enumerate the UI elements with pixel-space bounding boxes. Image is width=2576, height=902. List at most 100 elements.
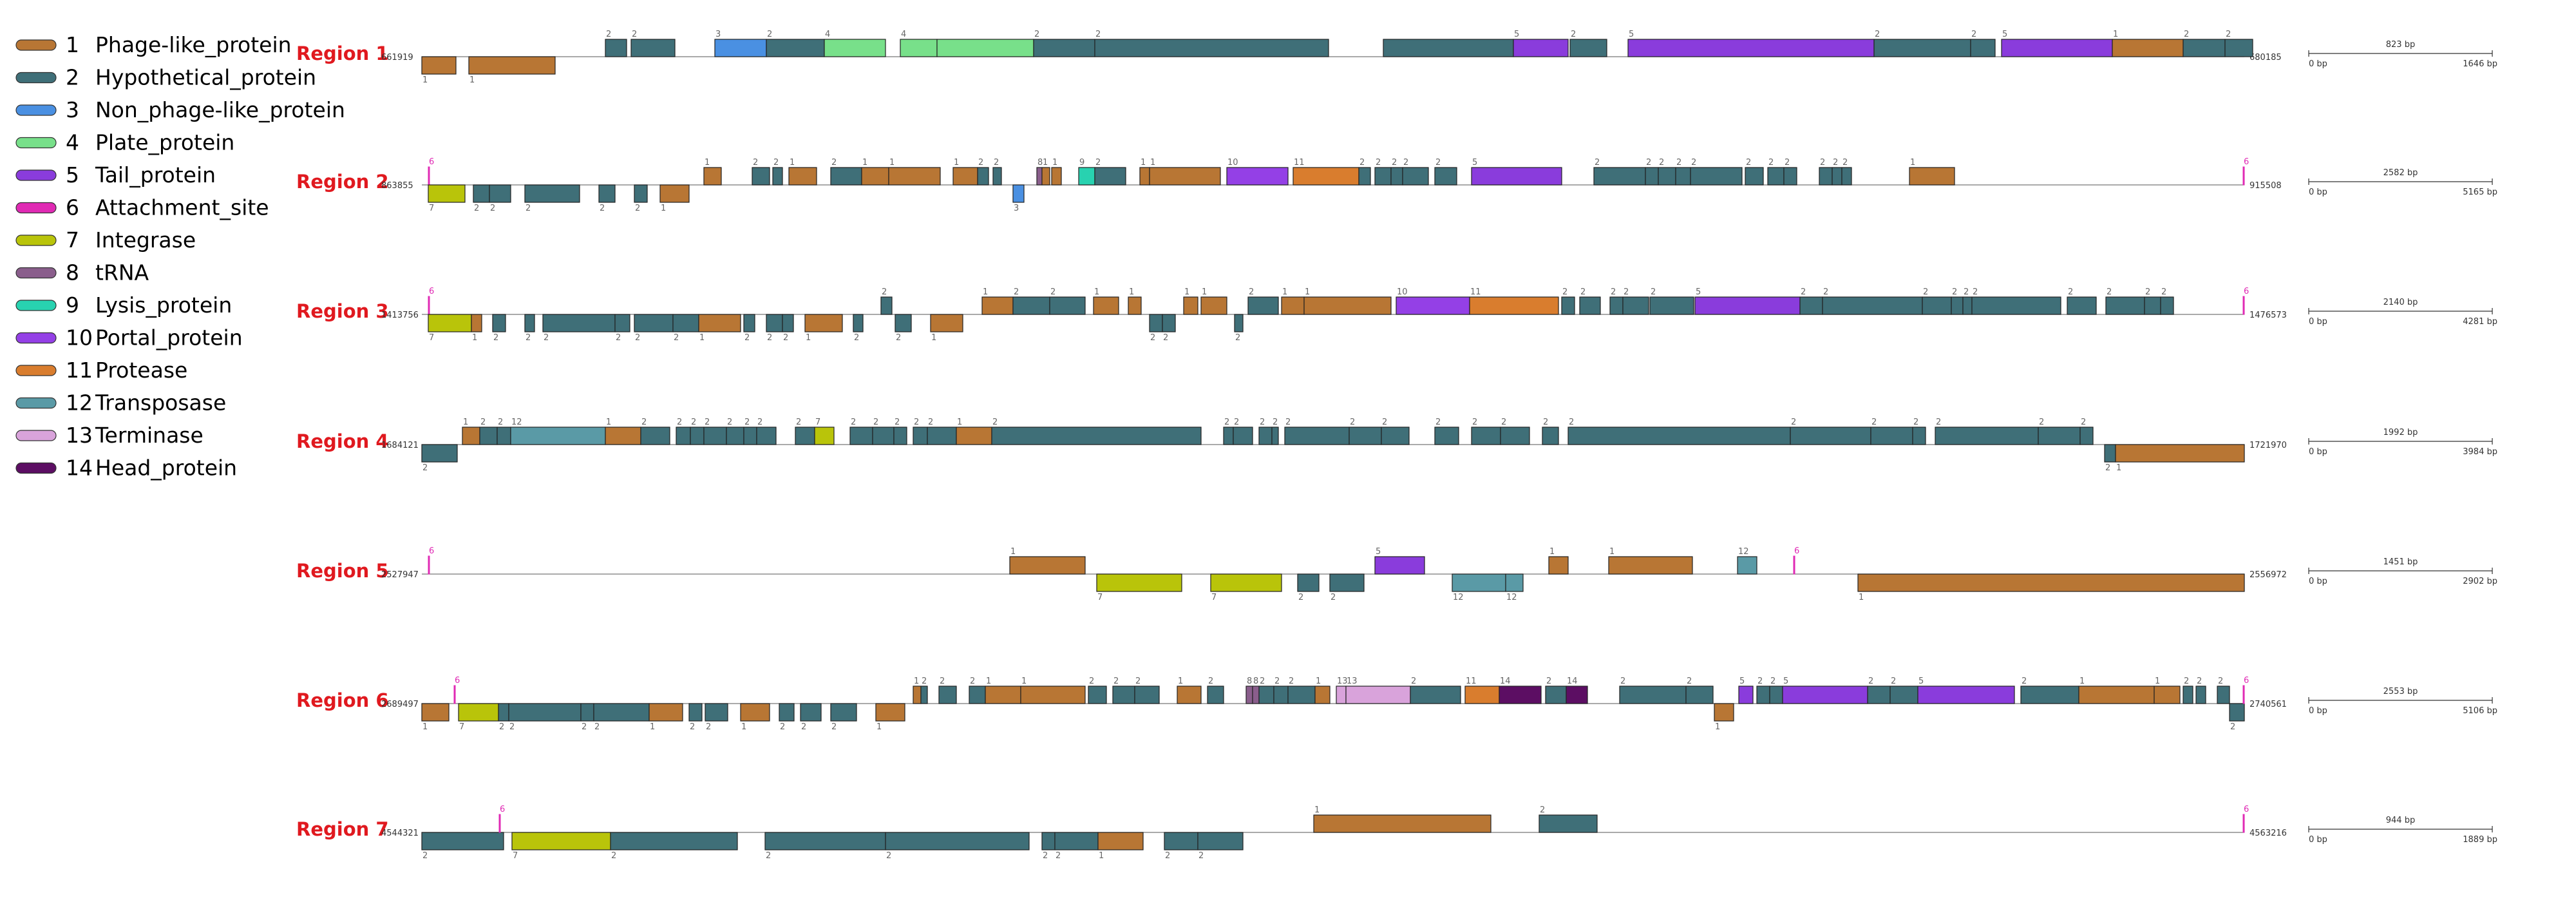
gene-block — [1767, 167, 1785, 186]
gene-block — [1374, 556, 1425, 575]
gene-category-label: 2 — [1571, 30, 1576, 39]
gene-category-label: 2 — [796, 417, 801, 427]
gene-block — [1539, 814, 1598, 833]
gene-block — [1041, 832, 1056, 850]
gene-category-label: 1 — [889, 158, 895, 168]
gene-category-label: 1 — [1202, 287, 1207, 297]
legend-number: 11 — [66, 358, 93, 383]
gene-block — [1336, 686, 1347, 704]
gene-block — [421, 56, 457, 75]
gene-category-label: 2 — [1936, 417, 1941, 427]
gene-block — [1284, 427, 1350, 445]
gene-block — [895, 314, 912, 332]
scale-left-label: 0 bp — [2309, 447, 2327, 457]
gene-category-label: 2 — [2022, 676, 2027, 686]
gene-block — [1464, 686, 1500, 704]
gene-block — [1922, 296, 1952, 315]
gene-category-label: 2 — [480, 417, 486, 427]
gene-block — [764, 832, 886, 850]
gene-block — [1271, 427, 1279, 445]
legend-number: 9 — [66, 293, 79, 318]
gene-category-label: 2 — [831, 722, 837, 732]
gene-category-label: 2 — [1580, 287, 1586, 297]
gene-block — [849, 427, 873, 445]
legend-swatch — [15, 300, 57, 311]
gene-category-label: 1 — [862, 158, 867, 168]
scale-length-label: 823 bp — [2386, 40, 2415, 50]
gene-block — [1962, 296, 1973, 315]
gene-block — [1658, 167, 1676, 186]
attachment-site-mark — [1793, 555, 1795, 575]
gene-category-label: 2 — [851, 417, 856, 427]
gene-block — [1569, 39, 1607, 57]
gene-block — [1790, 427, 1871, 445]
region-start-coord: 2527947 — [381, 570, 419, 580]
legend-item: 11 Protease — [15, 358, 187, 383]
gene-category-label: 1 — [741, 722, 746, 732]
gene-block — [1499, 686, 1542, 704]
gene-category-label: 1 — [699, 333, 705, 343]
gene-category-label: 8 — [1253, 676, 1258, 686]
scale-right-label: 5165 bp — [2463, 187, 2497, 197]
gene-block — [524, 184, 580, 203]
gene-block — [1177, 686, 1202, 704]
gene-block — [1036, 167, 1043, 186]
gene-block — [468, 56, 556, 75]
gene-block — [580, 703, 594, 722]
legend-item: 6 Attachment_site — [15, 195, 269, 220]
legend-number: 7 — [66, 227, 79, 253]
gene-block — [1245, 686, 1253, 704]
gene-category-label: 2 — [641, 417, 647, 427]
gene-block — [772, 167, 783, 186]
gene-category-label: 1 — [1099, 851, 1104, 861]
legend-item: 4 Plate_protein — [15, 130, 234, 155]
gene-category-label: 2 — [1562, 287, 1567, 297]
gene-block — [1258, 686, 1274, 704]
gene-category-label: 2 — [1540, 805, 1545, 815]
gene-category-label: 2 — [2039, 417, 2044, 427]
legend-swatch — [15, 267, 57, 279]
gene-block — [1608, 556, 1693, 575]
gene-block — [2195, 686, 2206, 704]
gene-block — [659, 184, 690, 203]
scale-right-label: 4281 bp — [2463, 317, 2497, 327]
gene-block — [614, 314, 630, 332]
gene-category-label: 2 — [1768, 158, 1774, 168]
region-end-coord: 1476573 — [2249, 311, 2287, 320]
gene-category-label: 2 — [616, 333, 621, 343]
gene-block — [1134, 686, 1160, 704]
gene-block — [2001, 39, 2113, 57]
gene-block — [1402, 167, 1429, 186]
legend-swatch — [15, 169, 57, 181]
gene-category-label: 5 — [1696, 287, 1701, 297]
region-start-coord: 661919 — [381, 53, 413, 62]
gene-category-label: 7 — [429, 333, 434, 343]
gene-block — [1009, 556, 1086, 575]
gene-category-label: 2 — [896, 333, 901, 343]
gene-category-label: 2 — [1595, 158, 1600, 168]
gene-category-label: 14 — [1500, 676, 1511, 686]
gene-block — [1041, 167, 1050, 186]
gene-block — [598, 184, 616, 203]
gene-category-label: 3 — [715, 30, 721, 39]
gene-block — [1627, 39, 1875, 57]
gene-category-label: 5 — [1783, 676, 1788, 686]
gene-category-label: 1 — [1316, 676, 1321, 686]
gene-category-label: 2 — [674, 333, 679, 343]
gene-block — [1971, 296, 2061, 315]
gene-category-label: 2 — [1501, 417, 1506, 427]
gene-category-label: 1 — [1282, 287, 1287, 297]
gene-block — [800, 703, 822, 722]
gene-block — [1252, 686, 1260, 704]
gene-block — [1782, 686, 1868, 704]
gene-block — [1381, 427, 1410, 445]
gene-block — [1396, 296, 1470, 315]
gene-block — [2154, 686, 2181, 704]
gene-category-label: 11 — [1466, 676, 1477, 686]
gene-block — [497, 427, 511, 445]
scale-length-label: 2582 bp — [2383, 168, 2418, 178]
gene-category-label: 2 — [1273, 417, 1278, 427]
gene-block — [462, 427, 480, 445]
gene-block — [2038, 427, 2081, 445]
